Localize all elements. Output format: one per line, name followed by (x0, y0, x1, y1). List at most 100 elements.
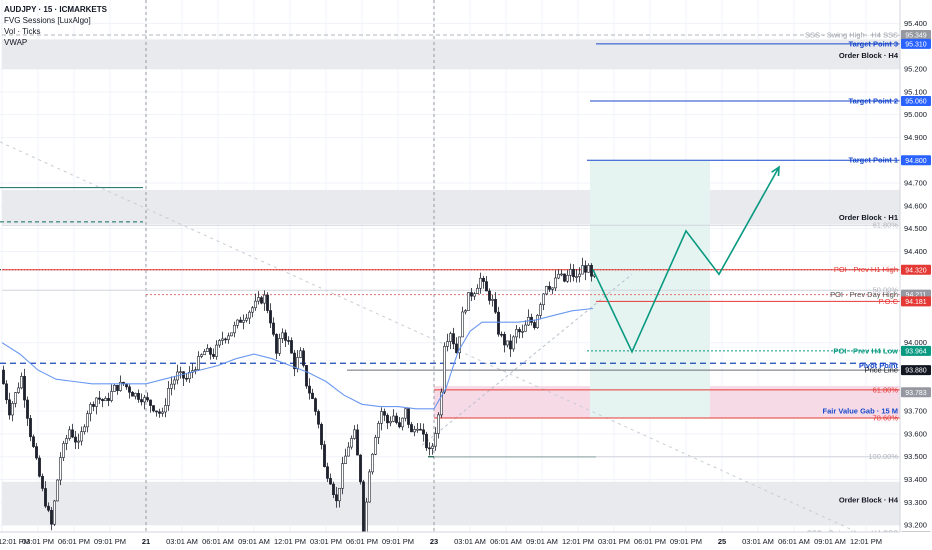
candle-body (581, 265, 584, 275)
candle-body (245, 317, 248, 321)
candle-body (464, 310, 467, 313)
candle-body (377, 423, 380, 438)
time-tick-label: 09:01 PM (94, 537, 126, 546)
candle-body (470, 292, 473, 297)
candle-body (263, 294, 266, 304)
candle-body (239, 319, 242, 323)
time-tick-label: 06:01 PM (58, 537, 90, 546)
candle-body (269, 310, 272, 324)
price-badge (901, 38, 931, 49)
candle-body (317, 411, 320, 425)
candle-body (335, 494, 338, 502)
candle-body (425, 433, 428, 449)
candle-body (53, 500, 56, 525)
candle-body (341, 463, 344, 489)
level-label: P.O.C (879, 297, 899, 306)
time-tick-label: 09:01 AM (814, 537, 846, 546)
candle-body (344, 455, 347, 464)
indicator-fvg-sessions[interactable]: FVG Sessions [LuxAlgo] (4, 16, 91, 25)
candle-body (482, 277, 485, 282)
candle-body (476, 287, 479, 295)
candle-body (560, 273, 563, 276)
candle-body (77, 440, 80, 443)
candle-body (224, 338, 227, 341)
candle-body (536, 315, 539, 328)
level-label: Price Line (865, 366, 898, 375)
candle-body (257, 297, 260, 302)
candle-body (548, 286, 551, 290)
time-tick-label: 09:01 PM (670, 537, 702, 546)
candle-body (266, 294, 269, 311)
candle-body (62, 443, 65, 458)
price-axis-bg (900, 0, 932, 550)
candle-body (23, 376, 26, 401)
time-tick-label: 09:01 PM (382, 537, 414, 546)
candle-body (8, 399, 11, 416)
level-label: Target Point 1 (849, 156, 898, 165)
price-tick-label: 95.200 (904, 65, 927, 74)
candle-body (350, 438, 353, 448)
candle-body (518, 329, 521, 333)
candle-body (437, 414, 440, 434)
candle-body (158, 411, 161, 414)
candle-body (545, 286, 548, 295)
level-label: SSS · Swing High · H4 SSS (805, 31, 898, 40)
candle-body (584, 265, 587, 273)
candle-body (380, 411, 383, 424)
candle-body (152, 405, 155, 412)
candle-body (218, 340, 221, 346)
candle-body (494, 298, 497, 313)
candle-body (326, 466, 329, 479)
indicator-vwap[interactable]: VWAP (4, 38, 28, 47)
candle-body (374, 437, 377, 455)
time-tick-label: 06:01 PM (634, 537, 666, 546)
candle-body (401, 417, 404, 428)
price-badge (901, 155, 931, 166)
candle-body (236, 319, 239, 326)
time-tick-label: 25 (718, 537, 726, 546)
price-tick-label: 93.500 (904, 452, 927, 461)
time-tick-label: 21 (142, 537, 150, 546)
candle-body (368, 471, 371, 503)
candle-body (119, 381, 122, 391)
candle-body (65, 438, 68, 444)
candle-body (299, 350, 302, 358)
level-label: 50.00% (873, 286, 899, 295)
candle-body (50, 509, 53, 525)
level-label: POI · Prev H1 High (834, 265, 898, 274)
candle-body (68, 429, 71, 439)
price-tick-label: 93.700 (904, 407, 927, 416)
candle-body (59, 457, 62, 481)
candle-body (293, 352, 296, 370)
price-tick-label: 94.700 (904, 179, 927, 188)
candle-body (173, 379, 176, 385)
time-tick-label: 12:01 PM (562, 537, 594, 546)
candle-body (35, 446, 38, 459)
candle-body (260, 297, 263, 304)
candle-body (179, 371, 182, 373)
candle-body (83, 426, 86, 432)
candle-body (20, 376, 23, 389)
candle-body (140, 399, 143, 403)
time-tick-label: 03:01 PM (310, 537, 342, 546)
candles-group (2, 257, 596, 549)
projection-path (592, 166, 780, 354)
candle-body (164, 405, 167, 413)
candle-body (116, 385, 119, 391)
candle-body (446, 341, 449, 347)
indicator-volume[interactable]: Vol · Ticks (4, 27, 41, 36)
symbol-title[interactable]: AUDJPY · 15 · ICMARKETS (4, 5, 107, 14)
candle-body (479, 277, 482, 289)
price-tick-label: 93.400 (904, 475, 927, 484)
candle-body (503, 333, 506, 346)
price-badge-label: 94.181 (905, 299, 927, 306)
time-tick-label: 09:01 AM (238, 537, 270, 546)
time-tick-label: 12:01 PM (274, 537, 306, 546)
candle-body (248, 311, 251, 319)
candle-body (134, 392, 137, 397)
time-tick-label: 09:01 AM (526, 537, 558, 546)
level-label: POI · Prev H4 Low (833, 346, 898, 355)
candle-body (452, 333, 455, 345)
projection-arrowhead (771, 165, 780, 177)
